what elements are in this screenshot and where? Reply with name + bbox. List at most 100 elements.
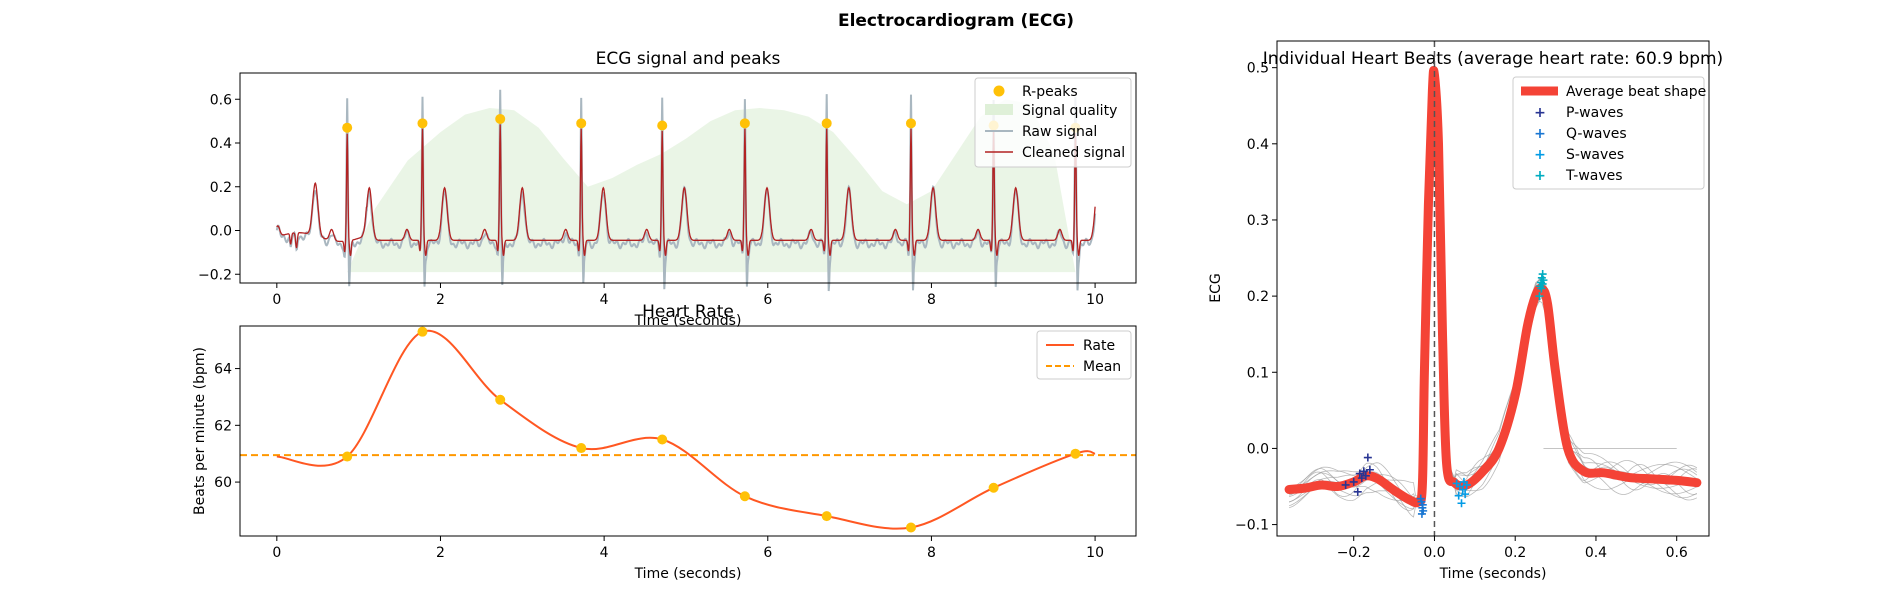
p-wave-marker xyxy=(1355,469,1364,478)
y-tick-label: 0.1 xyxy=(1247,365,1269,381)
legend-s-waves-label: S-waves xyxy=(1566,147,1624,163)
s-wave-marker xyxy=(1462,480,1471,489)
legend-average-beat-label: Average beat shape xyxy=(1566,84,1706,100)
y-tick-label: 0.5 xyxy=(1247,61,1269,77)
heart-beats-y-axis-label: ECG xyxy=(1208,273,1224,302)
y-tick-label: 0.2 xyxy=(210,180,232,196)
p-wave-marker xyxy=(1357,474,1366,483)
r-peak-marker xyxy=(657,120,668,131)
x-tick-label: 10 xyxy=(1086,545,1104,561)
x-tick-label: 6 xyxy=(763,292,772,308)
heart-beats-y-ticks: −0.1 0.0 0.1 0.2 0.3 0.4 0.5 xyxy=(1235,61,1277,534)
cleaned-signal-path xyxy=(276,124,1096,256)
legend-s-waves-marker: + xyxy=(1534,147,1546,163)
y-tick-label: 62 xyxy=(214,418,232,434)
heart-rate-peak-marker xyxy=(417,326,428,337)
heart-rate-peak-marker xyxy=(905,522,916,533)
p-wave-marker xyxy=(1363,453,1372,462)
heart-rate-peak-marker xyxy=(821,511,832,522)
heart-rate-peak-marker xyxy=(657,434,668,445)
p-wave-marker xyxy=(1359,467,1368,476)
heart-rate-peak-marker xyxy=(739,491,750,502)
x-tick-label: −0.2 xyxy=(1337,545,1371,561)
t-wave-marker xyxy=(1539,276,1548,285)
legend-r-peaks-label: R-peaks xyxy=(1022,84,1078,100)
p-wave-marker xyxy=(1341,480,1350,489)
p-wave-marker xyxy=(1361,471,1370,480)
s-wave-marker xyxy=(1458,485,1467,494)
signal-quality-fill xyxy=(347,99,1076,273)
x-tick-label: 8 xyxy=(927,292,936,308)
heart-rate-peak-markers xyxy=(342,326,1081,533)
ecg-y-ticks: −0.2 0.0 0.2 0.4 0.6 xyxy=(198,92,240,283)
y-tick-label: 0.2 xyxy=(1247,289,1269,305)
s-wave-marker xyxy=(1454,491,1463,500)
p-wave-marker xyxy=(1353,487,1362,496)
average-beat-line xyxy=(1284,66,1702,508)
legend-p-waves-marker: + xyxy=(1534,105,1546,121)
heart-rate-panel-title: Heart Rate xyxy=(642,302,734,322)
y-tick-label: 0.4 xyxy=(210,136,232,152)
heart-beats-legend: Average beat shape + P-waves + Q-waves +… xyxy=(1512,76,1706,190)
x-tick-label: 0.6 xyxy=(1666,545,1688,561)
p-wave-marker xyxy=(1349,477,1358,486)
heart-rate-panel: Heart Rate 0 2 4 6 8 10 60 62 64 Time (seconds)… xyxy=(192,302,1137,582)
p-wave-marker xyxy=(1365,465,1374,474)
wave-markers xyxy=(1341,270,1548,518)
x-tick-label: 0.2 xyxy=(1504,545,1526,561)
legend-mean-label: Mean xyxy=(1083,359,1121,375)
cleaned-signal-line xyxy=(276,124,1096,256)
legend-signal-quality-swatch xyxy=(985,104,1013,115)
heart-beats-x-axis-label: Time (seconds) xyxy=(1439,566,1547,582)
x-tick-label: 0.0 xyxy=(1423,545,1445,561)
x-tick-label: 6 xyxy=(763,545,772,561)
s-wave-marker xyxy=(1457,499,1466,508)
x-tick-label: 0.4 xyxy=(1585,545,1607,561)
figure-title: Electrocardiogram (ECG) xyxy=(838,11,1074,31)
legend-signal-quality-label: Signal quality xyxy=(1022,103,1117,119)
x-tick-label: 4 xyxy=(600,545,609,561)
heart-beats-legend-box xyxy=(1512,76,1705,190)
y-tick-label: 0.0 xyxy=(1247,441,1269,457)
heart-rate-peak-marker xyxy=(495,394,506,405)
heart-rate-peak-marker xyxy=(576,443,587,454)
individual-beat-path xyxy=(1288,83,1698,518)
y-tick-label: 0.6 xyxy=(210,92,232,108)
t-wave-marker xyxy=(1538,270,1547,279)
ecg-signal-panel: ECG signal and peaks 0 2 4 6 8 10 −0.2 0.0 0.2 0… xyxy=(198,49,1137,329)
y-tick-label: 0.3 xyxy=(1247,213,1269,229)
t-wave-marker xyxy=(1537,284,1546,293)
legend-cleaned-signal-label: Cleaned signal xyxy=(1022,145,1125,161)
x-tick-label: 4 xyxy=(600,292,609,308)
x-tick-label: 10 xyxy=(1086,292,1104,308)
r-peak-marker xyxy=(342,122,353,133)
ecg-panel-title: ECG signal and peaks xyxy=(596,49,781,69)
q-wave-marker xyxy=(1419,506,1428,515)
y-tick-label: −0.1 xyxy=(1235,518,1269,534)
x-tick-label: 0 xyxy=(272,292,281,308)
ecg-legend: R-peaks Signal quality Raw signal Cleane… xyxy=(974,77,1132,168)
ecg-legend-box xyxy=(974,77,1132,168)
heart-rate-y-ticks: 60 62 64 xyxy=(214,362,240,491)
heart-rate-x-ticks: 0 2 4 6 8 10 xyxy=(272,536,1104,561)
heart-rate-peak-marker xyxy=(988,482,999,493)
y-tick-label: 64 xyxy=(214,362,232,378)
legend-q-waves-marker: + xyxy=(1534,126,1546,142)
average-beat-path xyxy=(1284,66,1702,508)
x-tick-label: 8 xyxy=(927,545,936,561)
heart-beats-plot-frame xyxy=(1276,40,1710,537)
r-peak-marker xyxy=(821,118,832,129)
r-peak-marker xyxy=(739,118,750,129)
y-tick-label: 60 xyxy=(214,475,232,491)
x-tick-label: 2 xyxy=(436,292,445,308)
r-peak-marker xyxy=(417,118,428,129)
r-peak-marker xyxy=(576,118,587,129)
ecg-plot-frame xyxy=(239,72,1137,284)
legend-raw-signal-label: Raw signal xyxy=(1022,124,1097,140)
legend-p-waves-label: P-waves xyxy=(1566,105,1623,121)
ecg-x-axis-label: Time (seconds) xyxy=(634,313,742,329)
r-peak-marker xyxy=(495,113,506,124)
r-peak-marker xyxy=(905,118,916,129)
t-wave-marker xyxy=(1535,292,1544,301)
x-tick-label: 0 xyxy=(272,545,281,561)
